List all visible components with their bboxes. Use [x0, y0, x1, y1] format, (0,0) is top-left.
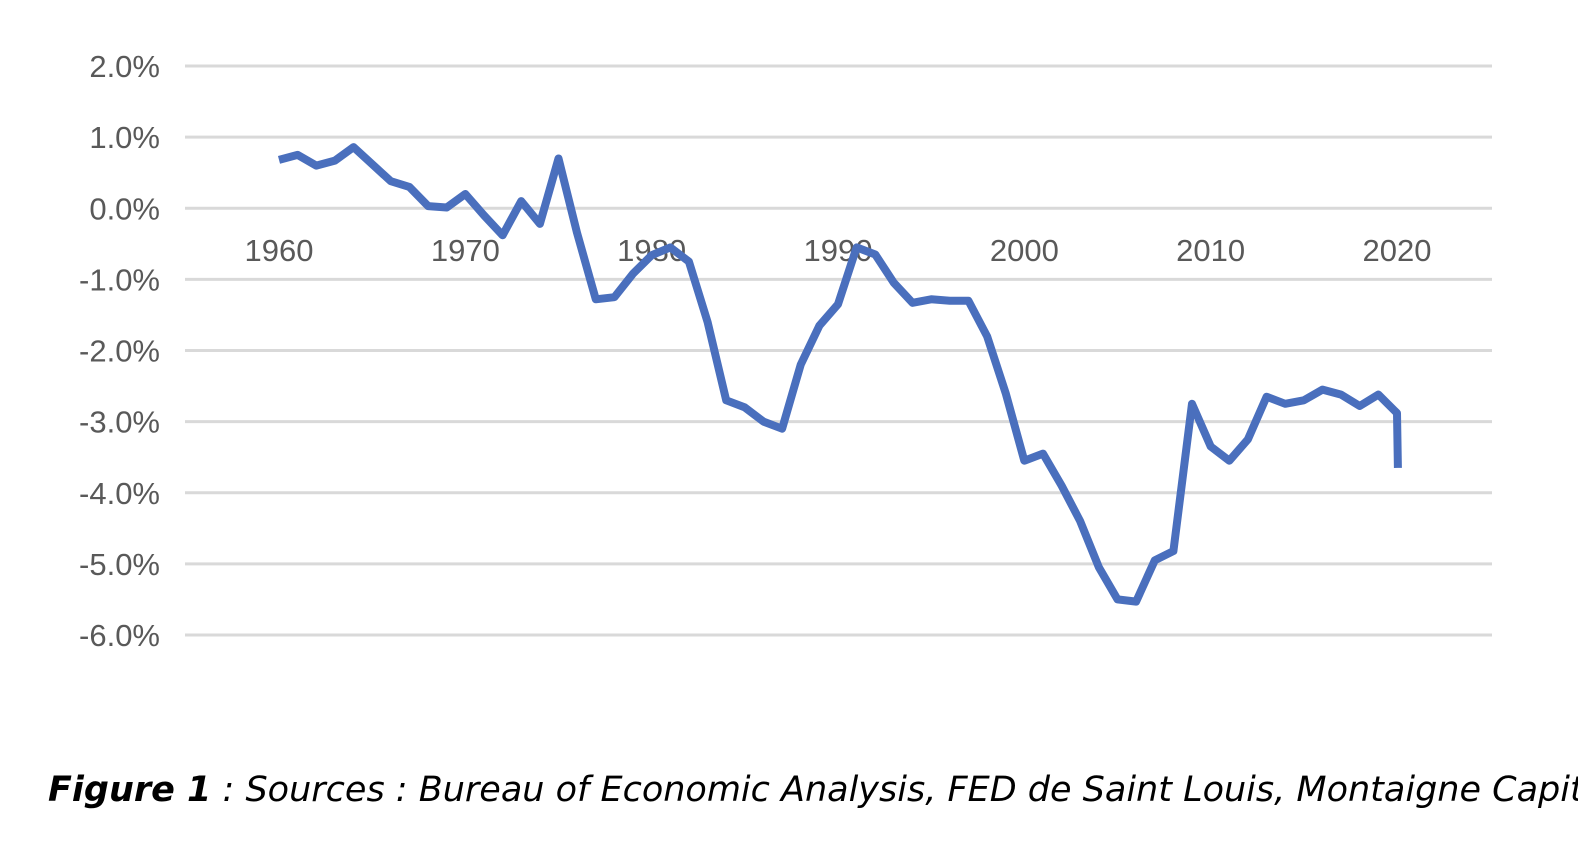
line-chart: 2.0% 1.0% 0.0% -1.0% -2.0% -3.0% -4.0% -5.0% -6.… [79, 49, 1492, 653]
x-tick-label: 2010 [1176, 233, 1245, 268]
y-axis-ticks: 2.0% 1.0% 0.0% -1.0% -2.0% -3.0% -4.0% -5.0% -6.… [79, 49, 160, 653]
y-tick-label: -6.0% [79, 618, 160, 653]
x-tick-label: 1970 [431, 233, 500, 268]
y-tick-label: -2.0% [79, 334, 160, 369]
y-tick-label: 1.0% [89, 120, 160, 155]
figure-caption-text: : Sources : Bureau of Economic Analysis,… [211, 770, 1578, 810]
y-tick-label: -3.0% [79, 405, 160, 440]
x-tick-label: 1960 [245, 233, 314, 268]
figure-caption: Figure 1 : Sources : Bureau of Economic … [48, 770, 1578, 810]
y-tick-label: -4.0% [79, 476, 160, 511]
gridlines [185, 64, 1492, 637]
y-tick-label: -1.0% [79, 262, 160, 297]
y-tick-label: 2.0% [89, 49, 160, 84]
figure-label: Figure 1 [48, 770, 212, 810]
x-tick-label: 2000 [990, 233, 1059, 268]
y-tick-label: -5.0% [79, 547, 160, 582]
x-axis-ticks: 1960 1970 1980 1990 2000 2010 2020 [245, 233, 1432, 268]
series-line [277, 143, 1402, 606]
x-tick-label: 2020 [1363, 233, 1432, 268]
y-tick-label: 0.0% [89, 191, 160, 226]
series-layer [277, 143, 1402, 606]
